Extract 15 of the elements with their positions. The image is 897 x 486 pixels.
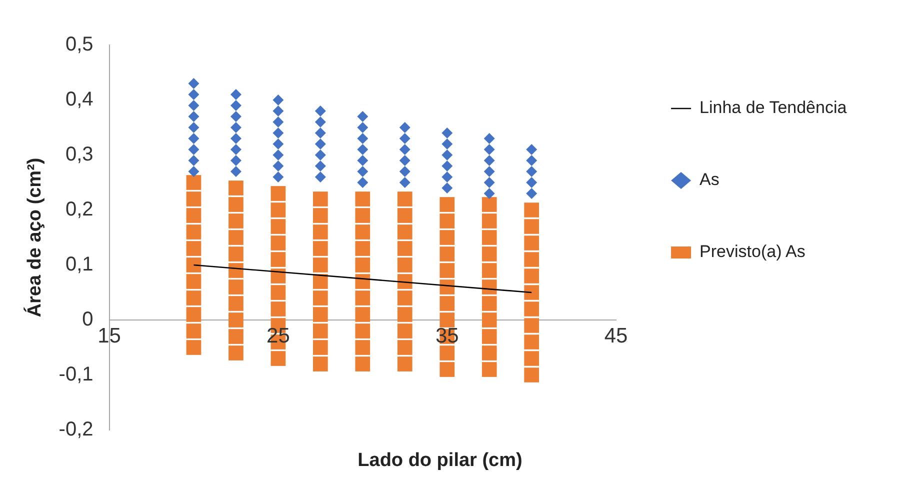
y-tick-label: 0,4 xyxy=(65,88,94,111)
y-tick-label: 0,3 xyxy=(65,144,94,166)
y-tick-label: 0,5 xyxy=(65,34,94,56)
y-tick-label: 0,1 xyxy=(65,254,94,276)
y-tick-label: -0,1 xyxy=(58,364,94,386)
x-tick-label: 15 xyxy=(98,324,121,348)
y-tick-label: 0,2 xyxy=(65,198,94,221)
legend-label: As xyxy=(700,170,720,190)
x-axis-title: Lado do pilar (cm) xyxy=(356,450,524,472)
legend-label: Linha de Tendência xyxy=(700,98,848,118)
x-tick-label: 45 xyxy=(604,324,628,348)
y-tick-label: -0,2 xyxy=(58,418,94,441)
y-axis-title: Área de aço (cm²) xyxy=(24,158,46,318)
y-tick-label: 0 xyxy=(82,308,94,331)
legend-label: Previsto(a) As xyxy=(700,242,806,262)
